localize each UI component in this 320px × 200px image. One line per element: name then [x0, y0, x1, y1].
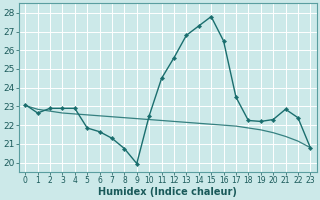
X-axis label: Humidex (Indice chaleur): Humidex (Indice chaleur) [98, 187, 237, 197]
